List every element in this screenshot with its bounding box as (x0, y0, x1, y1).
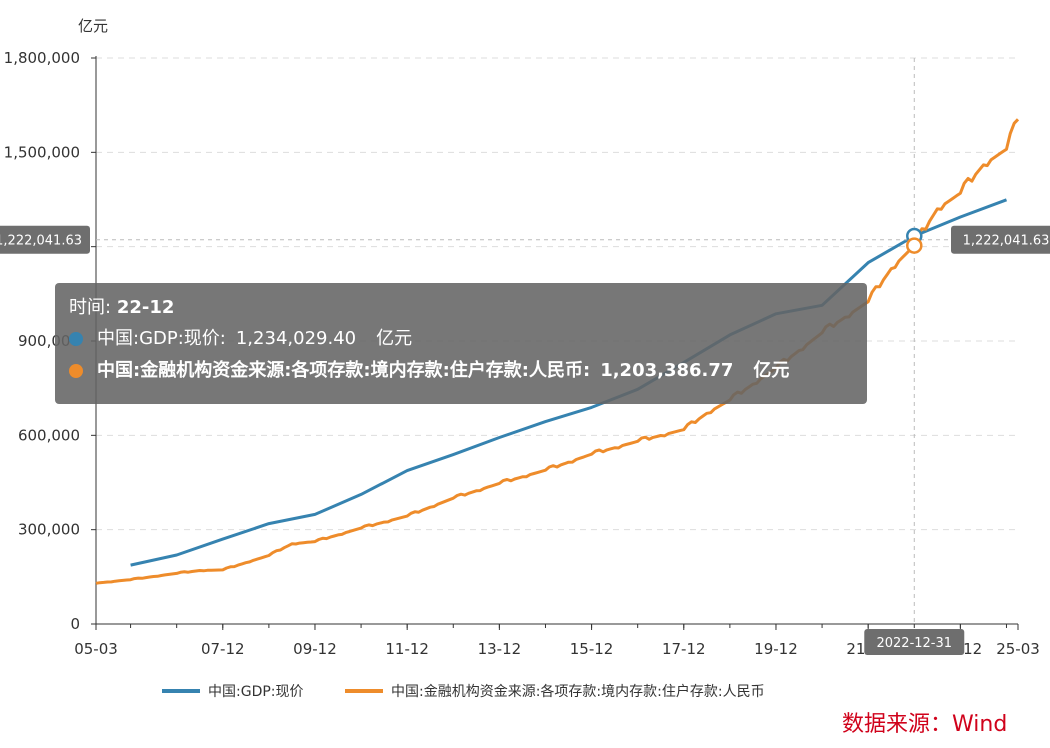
highlight-point-deposit (906, 237, 923, 254)
y-tick-label: 1,500,000 (4, 143, 80, 161)
y-tick-label: 1,800,000 (4, 49, 80, 67)
tooltip-row-gdp: 中国:GDP:现价: 1,234,029.40 亿元 (69, 323, 853, 355)
x-tick-label: 19-12 (754, 640, 798, 658)
tooltip-title: 时间: 22-12 (69, 293, 853, 323)
x-tick-label: 05-03 (74, 640, 118, 658)
crosshair: 1,222,041.63 1,222,041.63 2022-12-31 (0, 58, 1050, 655)
x-tick-label: 09-12 (293, 640, 337, 658)
x-tick-label: 07-12 (201, 640, 245, 658)
tooltip-label-gdp: 中国:GDP:现价: (97, 328, 226, 349)
legend-item-gdp-label: 中国:GDP:现价 (208, 684, 304, 700)
tooltip-value-deposit: 1,203,386.77 (600, 360, 734, 381)
tooltip-dot-gdp (69, 332, 83, 346)
tooltip-unit-gdp: 亿元 (376, 328, 413, 349)
legend-item-deposit-label: 中国:金融机构资金来源:各项存款:境内存款:住户存款:人民币 (391, 683, 765, 700)
tooltip-label-deposit: 中国:金融机构资金来源:各项存款:境内存款:住户存款:人民币: (97, 360, 591, 381)
tooltip: 时间: 22-12 中国:GDP:现价: 1,234,029.40 亿元 中国:… (55, 283, 867, 404)
legend-item-deposit[interactable]: 中国:金融机构资金来源:各项存款:境内存款:住户存款:人民币 (345, 683, 765, 700)
x-tick-label: 17-12 (662, 640, 706, 658)
tooltip-row-deposit: 中国:金融机构资金来源:各项存款:境内存款:住户存款:人民币: 1,203,38… (69, 355, 853, 387)
x-tick-label: 11-12 (385, 640, 429, 658)
crosshair-x-label-text: 2022-12-31 (876, 636, 952, 651)
x-tick-label: 15-12 (570, 640, 614, 658)
crosshair-x-label: 2022-12-31 (864, 629, 965, 655)
x-tick-label: 25-03 (996, 640, 1040, 658)
tooltip-dot-deposit (69, 364, 83, 378)
y-tick-label: 0 (70, 615, 80, 633)
source-label: 数据来源：Wind (842, 712, 1008, 737)
tooltip-unit-deposit: 亿元 (753, 360, 790, 381)
crosshair-y-label-left-text: 1,222,041.63 (0, 234, 82, 249)
y-axis-unit: 亿元 (78, 17, 108, 35)
crosshair-y-label-right-text: 1,222,041.63 (963, 234, 1050, 249)
y-tick-label: 300,000 (18, 521, 80, 539)
crosshair-y-label-left: 1,222,041.63 (0, 225, 90, 254)
y-tick-label: 600,000 (18, 426, 80, 444)
legend[interactable]: 中国:GDP:现价 中国:金融机构资金来源:各项存款:境内存款:住户存款:人民币 (162, 683, 765, 700)
series-line-gdp (130, 198, 1008, 567)
tooltip-value-gdp: 1,234,029.40 (235, 328, 357, 349)
x-tick-label: 13-12 (478, 640, 522, 658)
legend-item-gdp[interactable]: 中国:GDP:现价 (162, 684, 304, 700)
crosshair-y-label-right: 1,222,041.63 (951, 225, 1050, 254)
tooltip-time-value: 22-12 (116, 297, 175, 318)
tooltip-time-label: 时间: (69, 297, 112, 318)
